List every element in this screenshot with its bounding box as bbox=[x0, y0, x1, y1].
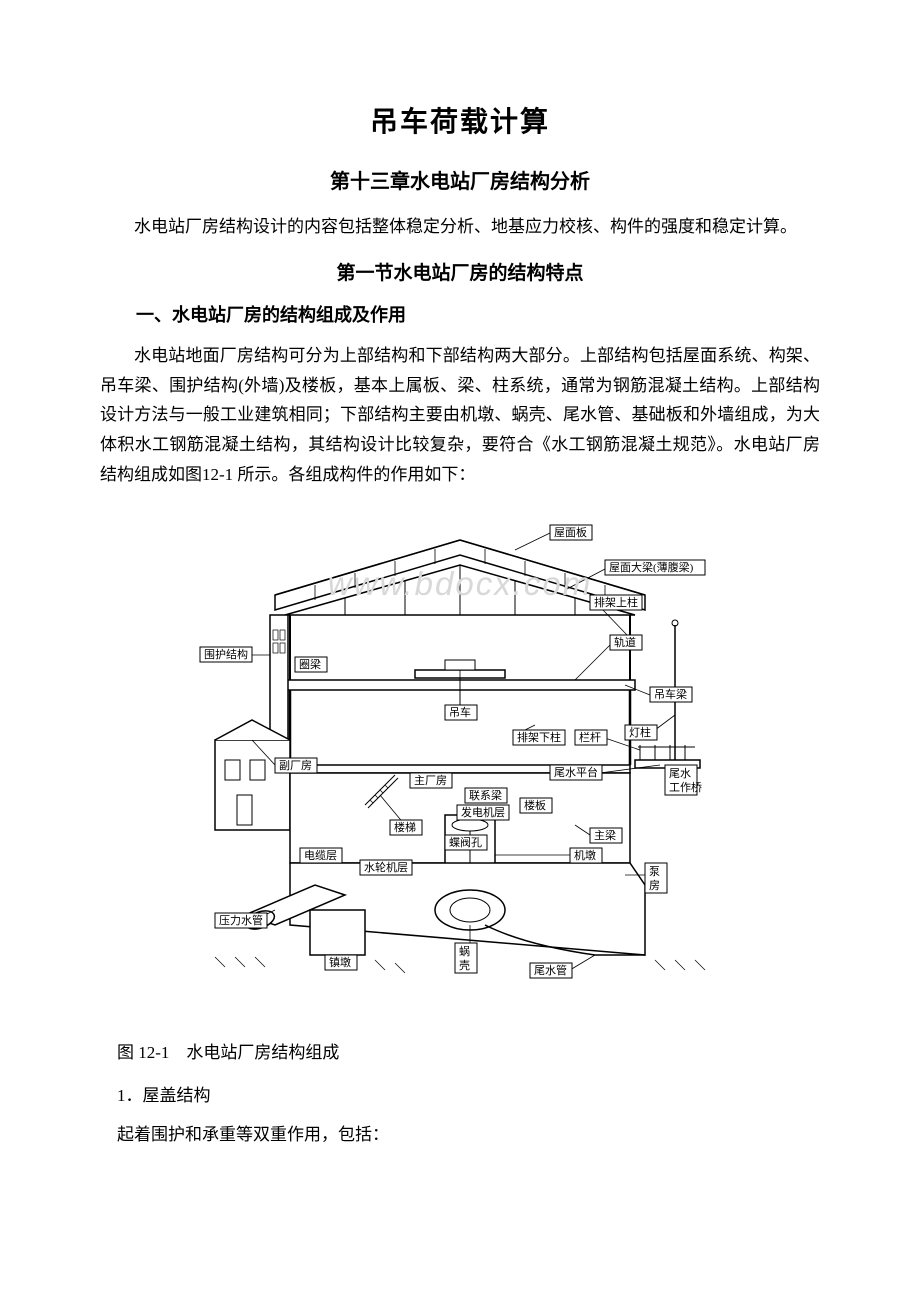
figure-diagram: www.bdocx.com bbox=[195, 515, 725, 1015]
label-lower-column: 排架下柱 bbox=[513, 725, 565, 745]
item-1-text: 起着围护和承重等双重作用，包括： bbox=[117, 1120, 820, 1145]
label-tail-bridge: 尾水 工作桥 bbox=[665, 765, 702, 795]
label-generator-floor: 发电机层 bbox=[457, 805, 509, 820]
label-connect-beam: 联系梁 bbox=[465, 788, 507, 803]
svg-text:联系梁: 联系梁 bbox=[469, 788, 502, 802]
svg-text:发电机层: 发电机层 bbox=[461, 805, 505, 819]
svg-text:尾水管: 尾水管 bbox=[534, 963, 567, 977]
svg-text:围护结构: 围护结构 bbox=[204, 647, 248, 661]
svg-text:电缆层: 电缆层 bbox=[304, 849, 337, 862]
svg-text:楼梯: 楼梯 bbox=[394, 820, 416, 834]
figure-container: www.bdocx.com bbox=[100, 515, 820, 1020]
svg-text:屋面大梁(薄腹梁): 屋面大梁(薄腹梁) bbox=[609, 560, 694, 574]
svg-text:灯柱: 灯柱 bbox=[629, 725, 651, 739]
svg-text:尾水: 尾水 bbox=[669, 767, 691, 780]
svg-text:泵: 泵 bbox=[649, 865, 660, 878]
svg-text:壳: 壳 bbox=[459, 958, 470, 972]
label-anchor-block: 镇墩 bbox=[325, 955, 357, 970]
label-ring-beam: 圈梁 bbox=[295, 657, 327, 672]
svg-text:主厂房: 主厂房 bbox=[414, 774, 447, 787]
svg-text:轨道: 轨道 bbox=[614, 635, 636, 649]
main-title: 吊车荷载计算 bbox=[100, 100, 820, 140]
label-main-building: 主厂房 bbox=[410, 773, 452, 788]
building-diagram-svg: 屋面板 屋面大梁(薄腹梁) 排架上柱 轨道 bbox=[195, 515, 725, 1015]
svg-text:副厂房: 副厂房 bbox=[279, 759, 312, 772]
svg-text:屋面板: 屋面板 bbox=[554, 525, 587, 539]
section-title: 第一节水电站厂房的结构特点 bbox=[100, 258, 820, 285]
svg-text:镇墩: 镇墩 bbox=[329, 955, 351, 969]
svg-text:工作桥: 工作桥 bbox=[669, 781, 702, 794]
svg-text:吊车: 吊车 bbox=[449, 705, 471, 719]
label-draft-tube: 尾水管 bbox=[530, 955, 595, 978]
svg-text:机墩: 机墩 bbox=[574, 848, 596, 862]
label-enclosure: 围护结构 bbox=[200, 647, 270, 662]
svg-text:圈梁: 圈梁 bbox=[299, 657, 321, 671]
intro-paragraph: 水电站厂房结构设计的内容包括整体稳定分析、地基应力校核、构件的强度和稳定计算。 bbox=[100, 212, 820, 242]
svg-text:蜗: 蜗 bbox=[459, 945, 470, 958]
label-floor: 楼板 bbox=[520, 798, 552, 813]
aux-building-group bbox=[215, 720, 290, 830]
chapter-title: 第十三章水电站厂房结构分析 bbox=[100, 165, 820, 194]
svg-text:排架下柱: 排架下柱 bbox=[517, 730, 561, 744]
item-1-title: 1．屋盖结构 bbox=[117, 1081, 820, 1106]
svg-text:蝶阀孔: 蝶阀孔 bbox=[449, 835, 482, 849]
subsection-title: 一、水电站厂房的结构组成及作用 bbox=[136, 301, 820, 327]
label-butterfly-valve: 蝶阀孔 bbox=[445, 835, 487, 850]
svg-text:吊车梁: 吊车梁 bbox=[654, 687, 687, 701]
svg-text:压力水管: 压力水管 bbox=[219, 913, 263, 927]
label-penstock: 压力水管 bbox=[215, 910, 275, 928]
label-lamp-post: 灯柱 bbox=[625, 715, 675, 740]
svg-text:排架上柱: 排架上柱 bbox=[594, 595, 638, 609]
label-rail: 轨道 bbox=[575, 635, 642, 680]
svg-text:房: 房 bbox=[649, 879, 660, 892]
figure-caption: 图 12-1 水电站厂房结构组成 bbox=[117, 1038, 820, 1063]
svg-text:楼板: 楼板 bbox=[524, 798, 546, 812]
body-paragraph: 水电站地面厂房结构可分为上部结构和下部结构两大部分。上部结构包括屋面系统、构架、… bbox=[100, 341, 820, 490]
svg-text:主梁: 主梁 bbox=[594, 828, 616, 842]
label-roof-panel: 屋面板 bbox=[515, 525, 592, 550]
label-turbine-floor: 水轮机层 bbox=[360, 860, 412, 875]
svg-text:水轮机层: 水轮机层 bbox=[364, 860, 408, 874]
svg-text:栏杆: 栏杆 bbox=[579, 730, 601, 744]
svg-text:尾水平台: 尾水平台 bbox=[554, 765, 598, 779]
anchor-block-rect bbox=[310, 910, 365, 955]
label-cable-floor: 电缆层 bbox=[300, 848, 342, 863]
